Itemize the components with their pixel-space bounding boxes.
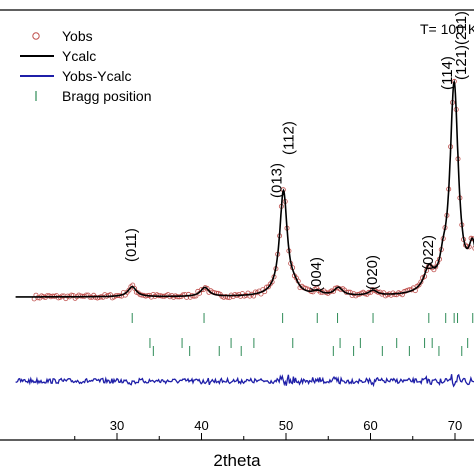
legend-label: Yobs-Ycalc [62, 68, 132, 84]
yobs-point [198, 287, 204, 293]
x-axis-label: 2theta [213, 451, 261, 470]
yobs-ycalc-line [15, 373, 474, 388]
peak-label: (013) [268, 163, 285, 198]
temperature-annotation: T= 100 K [420, 21, 474, 37]
x-axis: 304050607080 [74, 418, 462, 440]
x-tick-label: 30 [110, 418, 124, 433]
bragg-ticks [131, 313, 474, 356]
peak-labels: (011) (013) (112) (004) (020) (022) (114)(121)… [123, 11, 470, 292]
yobs-point [204, 285, 210, 291]
yobs-point [472, 245, 474, 251]
peak-label: (004) [308, 257, 325, 292]
legend-label: Yobs [62, 28, 93, 44]
peak-label: (011) [123, 228, 140, 262]
peak-label: (114) [439, 56, 456, 90]
x-tick-label: 40 [194, 418, 208, 433]
peak-label: (022) [420, 235, 437, 270]
ycalc-line [15, 79, 474, 298]
x-tick-label: 50 [279, 418, 293, 433]
x-tick-label: 70 [448, 418, 462, 433]
legend-label: Bragg position [62, 88, 152, 104]
legend: Yobs Ycalc Yobs-Ycalc Bragg position [20, 28, 152, 104]
legend-label: Ycalc [62, 48, 96, 64]
yobs-series [31, 78, 474, 302]
legend-marker-circle [32, 32, 40, 40]
peak-label: (020) [364, 255, 381, 290]
difference-series [15, 373, 474, 388]
peak-label: (121)(211) [453, 11, 470, 80]
ycalc-series [15, 79, 474, 298]
yobs-point [180, 292, 186, 298]
x-tick-label: 60 [363, 418, 377, 433]
peak-label: (112) [280, 121, 297, 155]
